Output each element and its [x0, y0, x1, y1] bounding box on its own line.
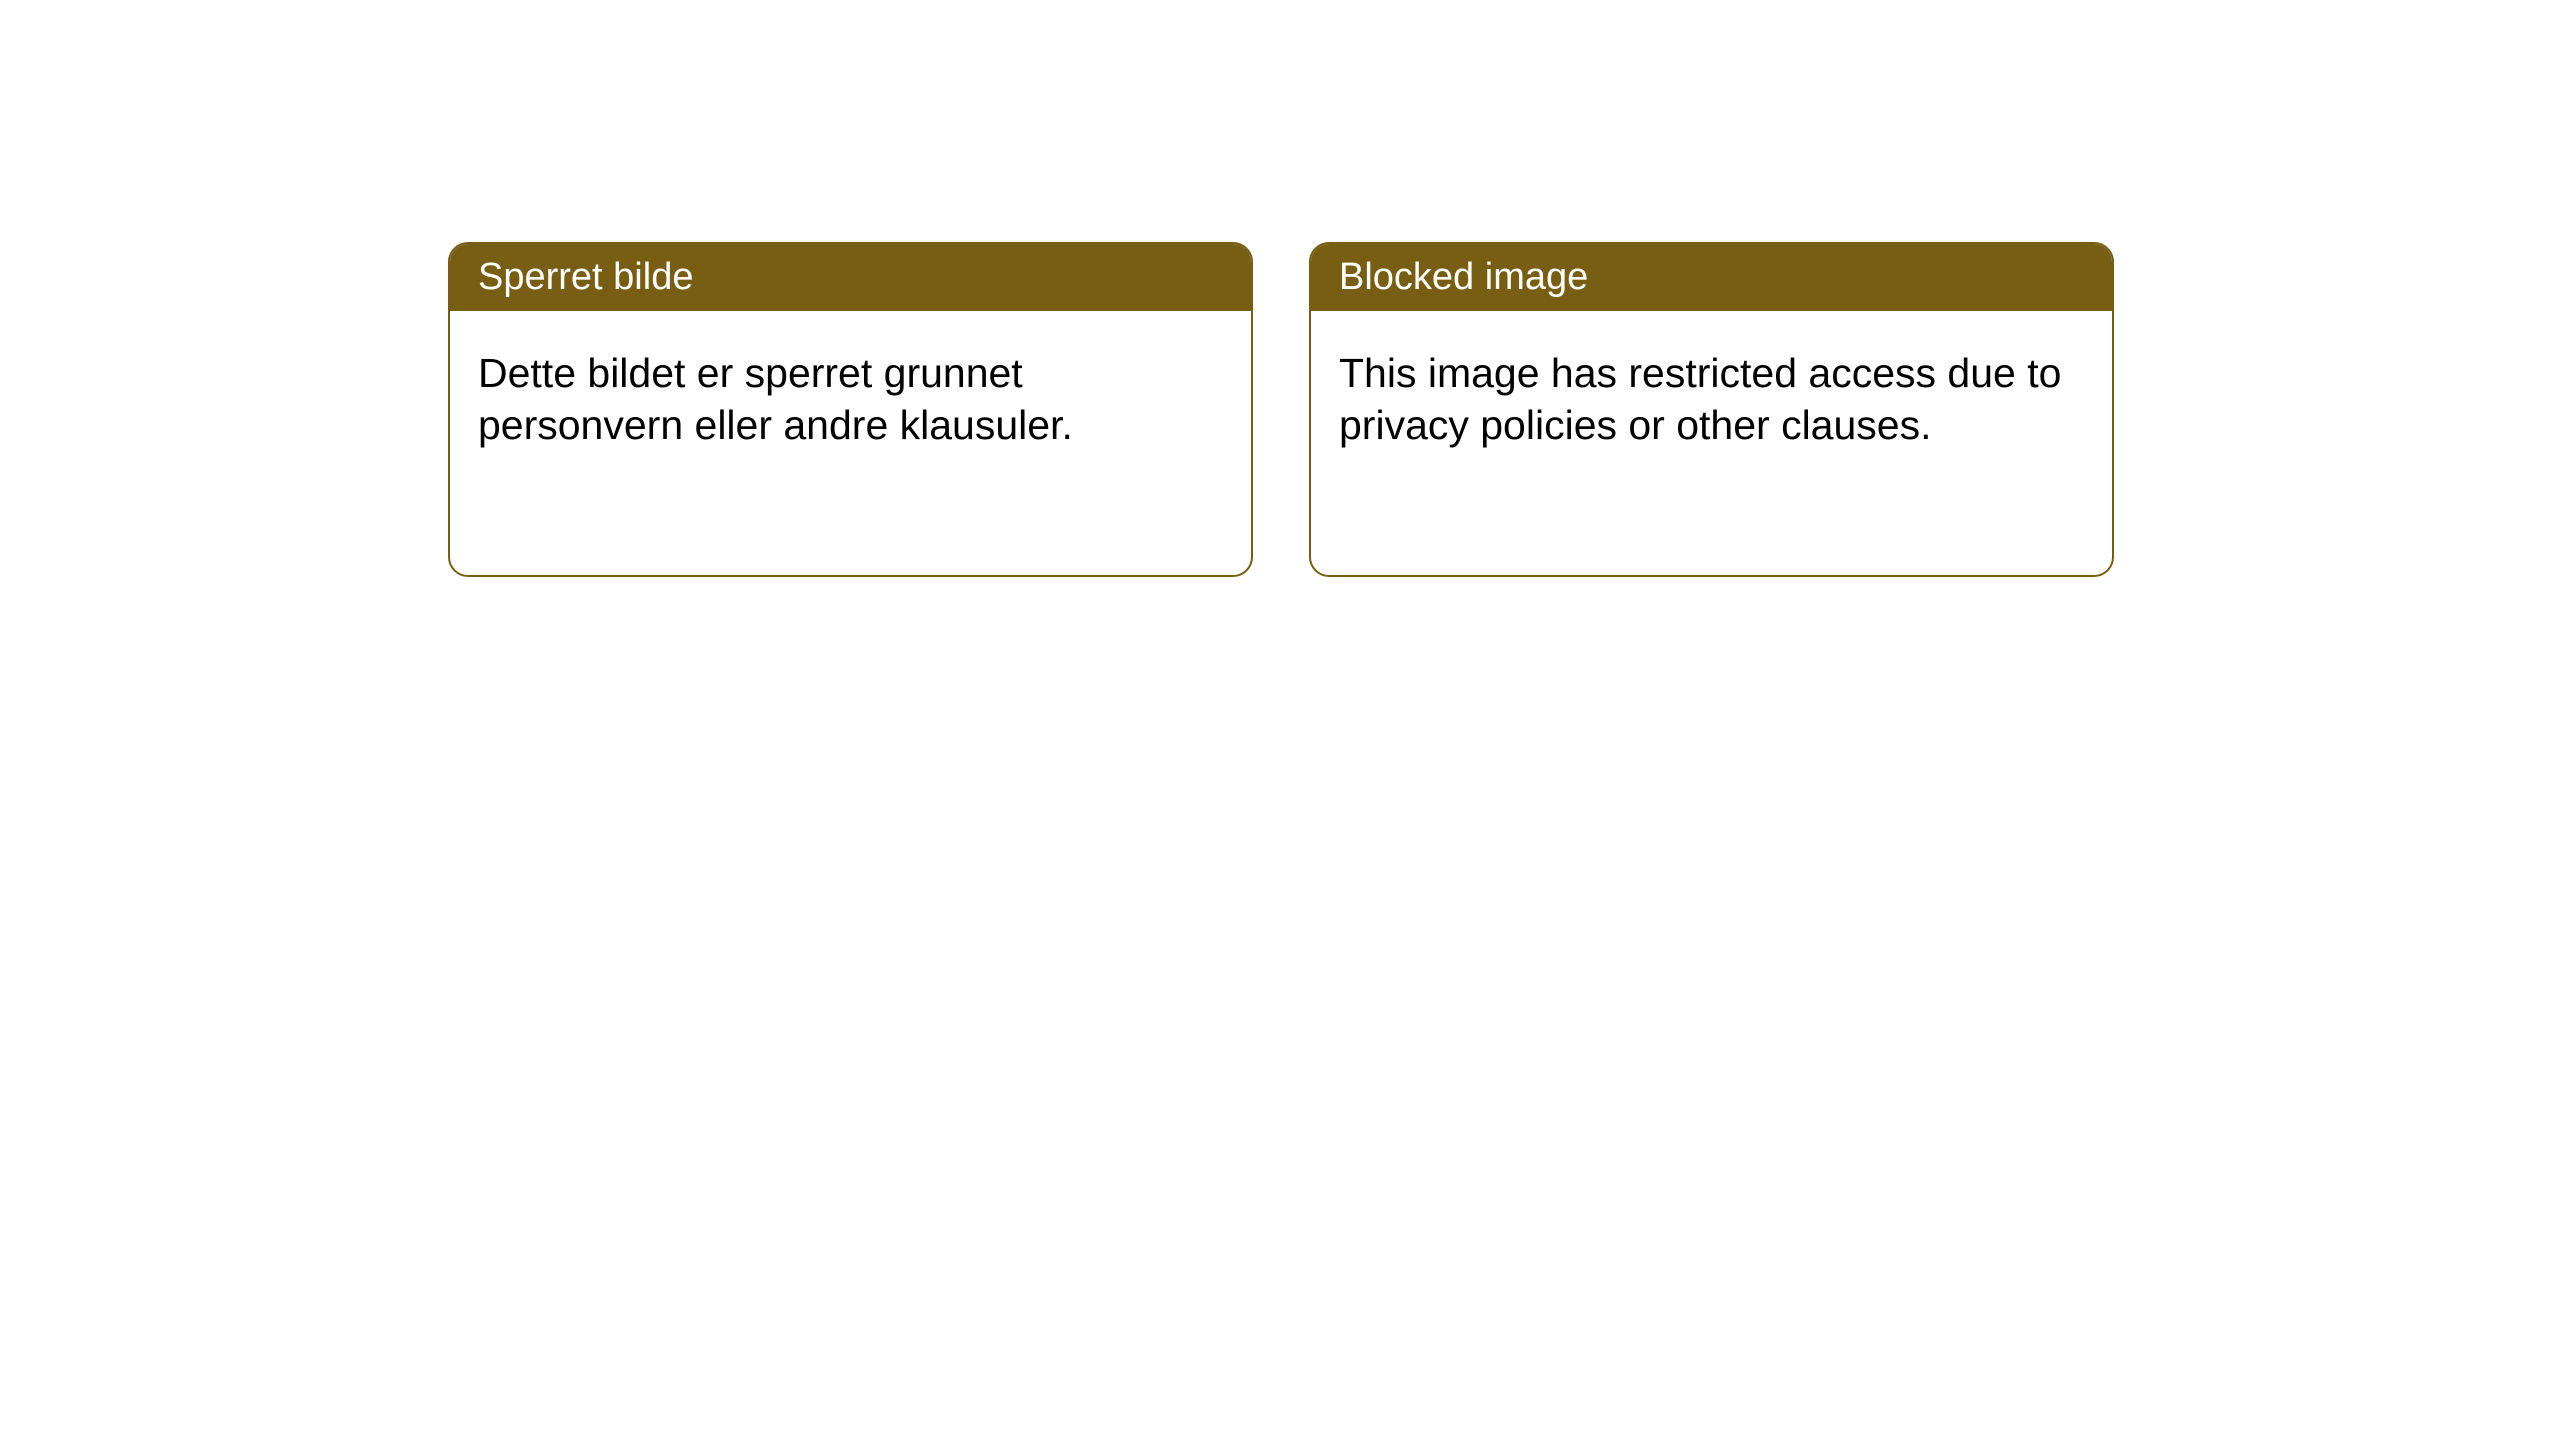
- card-body-no: Dette bildet er sperret grunnet personve…: [450, 311, 1251, 488]
- blocked-image-card-en: Blocked image This image has restricted …: [1309, 242, 2114, 577]
- card-title-no: Sperret bilde: [478, 256, 693, 298]
- card-header-no: Sperret bilde: [450, 244, 1251, 311]
- cards-container: Sperret bilde Dette bildet er sperret gr…: [0, 0, 2560, 577]
- card-body-text-no: Dette bildet er sperret grunnet personve…: [478, 350, 1073, 448]
- card-body-en: This image has restricted access due to …: [1311, 311, 2112, 488]
- card-header-en: Blocked image: [1311, 244, 2112, 311]
- card-body-text-en: This image has restricted access due to …: [1339, 350, 2061, 448]
- blocked-image-card-no: Sperret bilde Dette bildet er sperret gr…: [448, 242, 1253, 577]
- card-title-en: Blocked image: [1339, 256, 1588, 298]
